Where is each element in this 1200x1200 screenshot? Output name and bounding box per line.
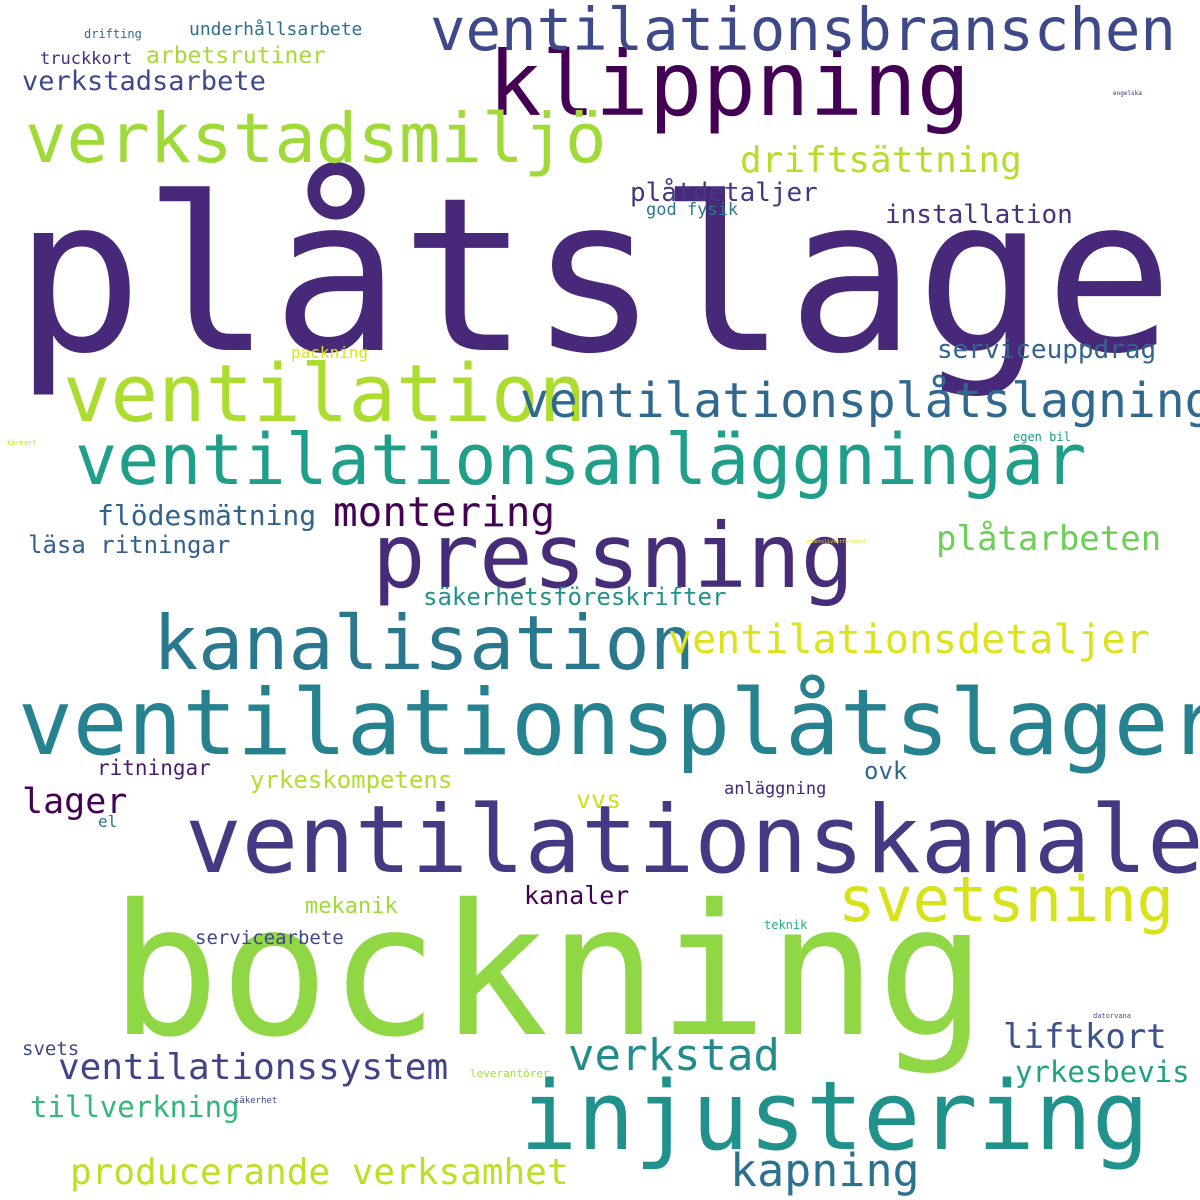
word-verkstad: verkstad: [568, 1030, 780, 1081]
word-anlaggning: anläggning: [724, 779, 827, 799]
word-kapning: kapning: [730, 1144, 920, 1197]
word-sakerhet: säkerhet: [234, 1096, 278, 1106]
word-ventilationskanaler: ventilationskanaler: [185, 786, 1200, 895]
word-svets: svets: [22, 1038, 80, 1060]
word-svetsning: svetsning: [838, 863, 1174, 936]
word-leverantorer: leverantörer: [470, 1067, 550, 1080]
word-servicearbete: servicearbete: [195, 927, 344, 949]
word-teknik: teknik: [764, 918, 808, 932]
word-ventilationsanlaggningar: ventilationsanläggningar: [75, 419, 1087, 501]
word-packning: packning: [291, 343, 369, 362]
word-verkstadsarbete: verkstadsarbete: [22, 66, 266, 97]
word-platarbeten: plåtarbeten: [936, 519, 1162, 559]
word-montering: montering: [333, 488, 556, 536]
word-truckkort: truckkort: [40, 49, 133, 69]
word-drifting: drifting: [84, 27, 142, 41]
word-ventilation: ventilation: [63, 348, 587, 440]
word-ventilationsdetaljer: ventilationsdetaljer: [668, 617, 1150, 663]
word-ritningar: ritningar: [97, 756, 211, 780]
word-serviceuppdrag: serviceuppdrag: [937, 335, 1157, 365]
word-mekanik: mekanik: [305, 894, 398, 919]
word-lasa-ritningar: läsa ritningar: [28, 531, 231, 559]
word-driftsattning: driftsättning: [740, 140, 1022, 181]
word-verkstadsmiljo: verkstadsmiljö: [25, 99, 607, 179]
word-ventilationsplatslagning: ventilationsplåtslagning: [520, 373, 1200, 429]
word-producerande-verksamhet: producerande verksamhet: [70, 1152, 569, 1193]
word-egen-bil: egen bil: [1013, 430, 1071, 444]
word-engelska: engelska: [1113, 90, 1142, 97]
word-ovk: ovk: [864, 757, 908, 785]
word-klippning: klippning: [488, 32, 971, 136]
word-god-fysik: god fysik: [646, 200, 739, 220]
word-installation: installation: [885, 200, 1073, 230]
word-arbetsrutiner: arbetsrutiner: [146, 43, 327, 69]
word-ventilationssystem: ventilationssystem: [58, 1047, 449, 1088]
word-liftkort: liftkort: [1003, 1017, 1167, 1057]
word-kanaler: kanaler: [524, 881, 630, 910]
word-underhallsarbete: underhållsarbete: [189, 19, 363, 40]
word-bockning: bockning: [110, 865, 987, 1077]
word-ventilationsplatslageri: ventilationsplåtslageri: [18, 671, 1200, 776]
word-yrkesbevis: yrkesbevis: [1015, 1055, 1190, 1089]
word-injustering: injustering: [520, 1062, 1150, 1172]
word-flodesmatning: flödesmätning: [97, 499, 317, 532]
word-lager: lager: [22, 782, 128, 822]
word-el: el: [98, 812, 118, 831]
word-sakerhetsforeskrifter: säkerhetsföreskrifter: [423, 583, 727, 611]
word-datorvana: datorvana: [1093, 1012, 1131, 1020]
word-tillverkning: tillverkning: [30, 1090, 240, 1124]
word-korkort: körkort: [7, 439, 37, 447]
word-ventilationsbranschen: ventilationsbranschen: [430, 0, 1176, 64]
word-yrkeskompetens: yrkeskompetens: [250, 766, 453, 794]
word-platslageri: plåtslageri: [14, 152, 1200, 401]
word-arbetslivserfarenhet: arbetslivserfarenhet: [806, 539, 867, 545]
word-pressning: pressning: [372, 504, 855, 608]
word-platdetaljer: plåtdetaljer: [630, 178, 818, 208]
word-kanalisation: kanalisation: [153, 599, 695, 687]
word-vvs: vvs: [576, 785, 622, 814]
